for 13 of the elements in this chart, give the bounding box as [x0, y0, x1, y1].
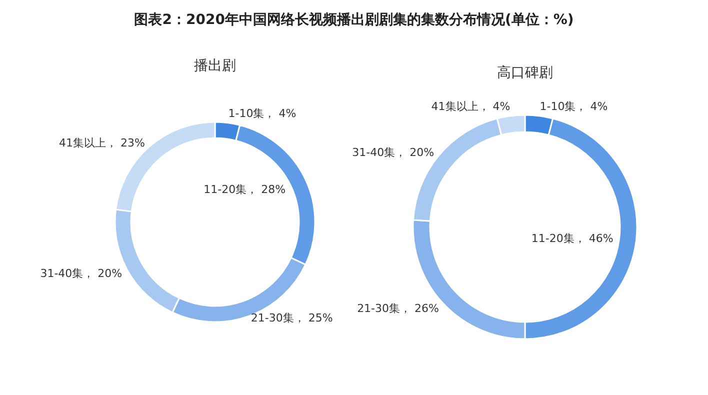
chart-subtitle: 播出剧 [194, 58, 236, 74]
slice-label: 21-30集， 26% [357, 302, 439, 315]
slice-label: 21-30集， 25% [250, 312, 333, 325]
slice-label: 1-10集， 4% [228, 106, 296, 120]
chart-subtitle: 高口碑剧 [497, 65, 553, 81]
slice-label: 41集以上， 23% [58, 136, 145, 150]
slice-label: 41集以上， 4% [431, 100, 510, 113]
slice-label: 11-20集， 28% [204, 182, 286, 196]
slice-label: 31-40集， 20% [40, 267, 122, 280]
chart-title: 图表2：2020年中国网络长视频播出剧剧集的集数分布情况(单位：%) [134, 11, 574, 28]
slice-label: 11-20集， 46% [531, 232, 614, 246]
slice-label: 1-10集， 4% [540, 100, 608, 113]
slice-label: 31-40集， 20% [352, 146, 434, 159]
